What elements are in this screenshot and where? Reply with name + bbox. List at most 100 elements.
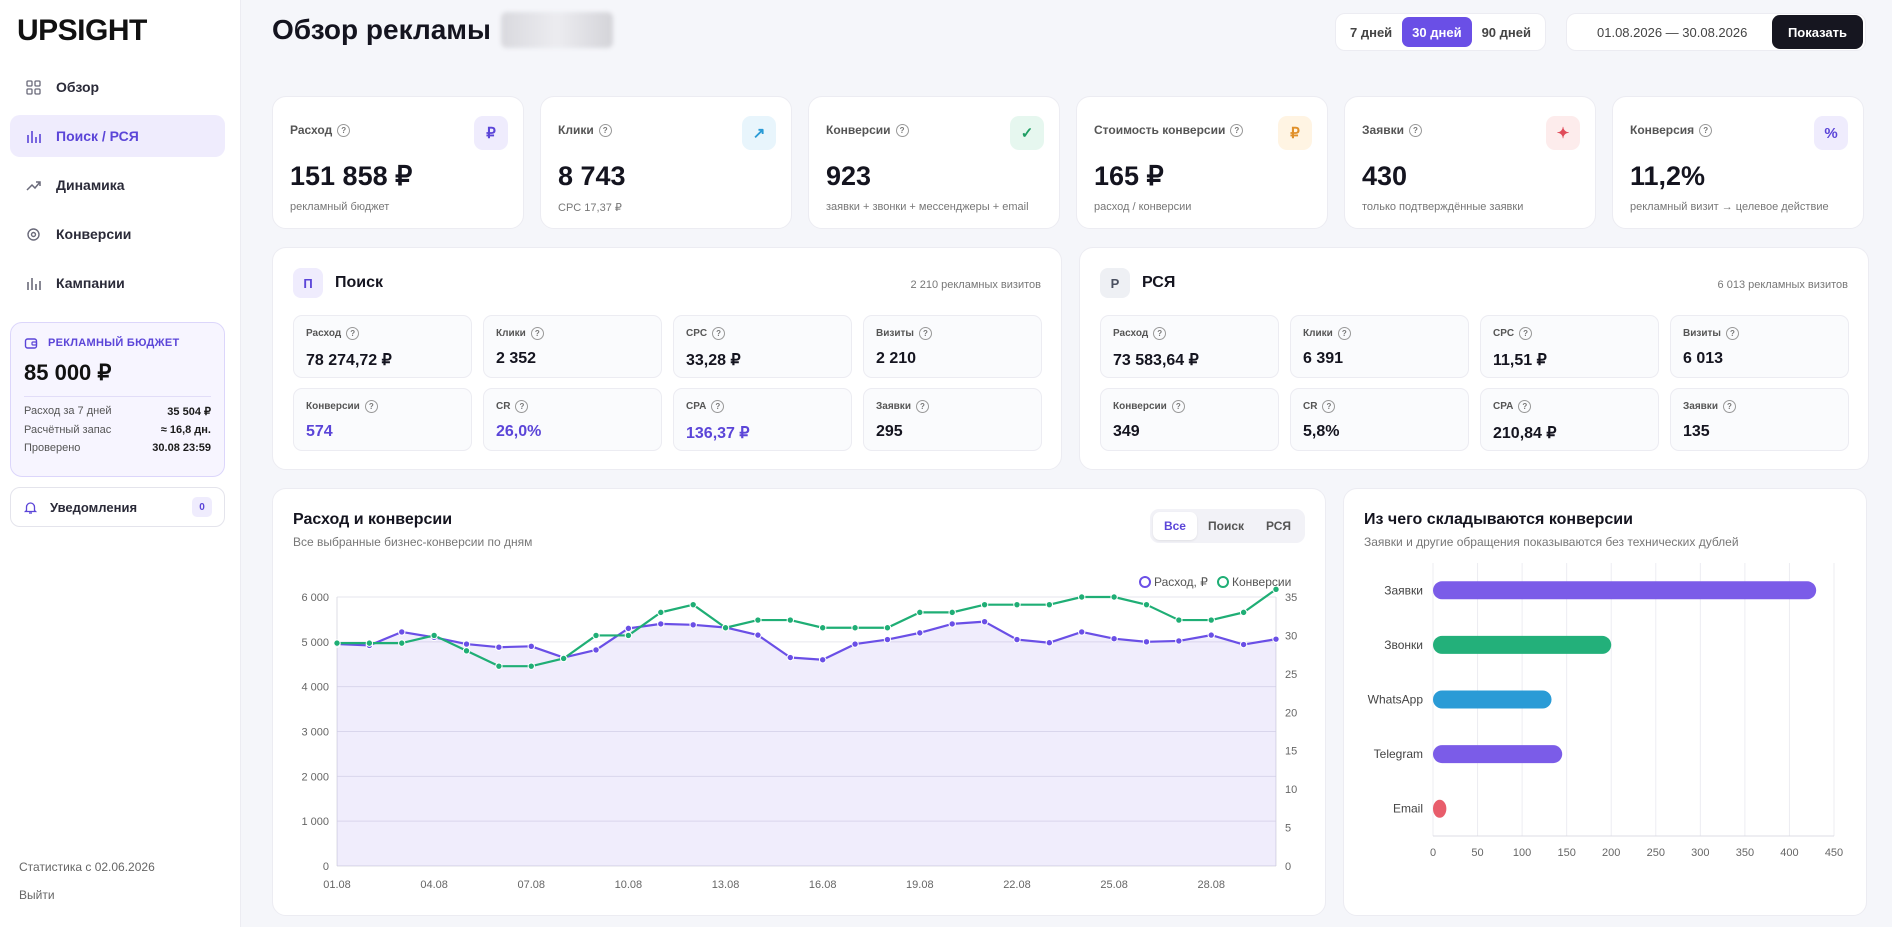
help-icon[interactable]: ? (1408, 123, 1422, 137)
help-icon[interactable]: ? (1153, 327, 1167, 340)
show-button[interactable]: Показать (1771, 15, 1863, 49)
sidebar-item[interactable]: Поиск / РСЯ (10, 115, 225, 157)
period-button[interactable]: 7 дней (1340, 17, 1402, 47)
data-point[interactable] (1239, 608, 1248, 617)
data-point[interactable] (462, 640, 471, 648)
data-point[interactable] (495, 643, 503, 651)
data-point[interactable] (1110, 634, 1118, 643)
data-point[interactable] (980, 617, 989, 626)
sidebar-item[interactable]: Конверсии (10, 213, 225, 255)
bar[interactable] (1433, 745, 1563, 764)
data-point[interactable] (786, 616, 795, 624)
help-icon[interactable]: ? (1230, 123, 1244, 137)
data-point[interactable] (430, 631, 438, 640)
data-point[interactable] (527, 662, 535, 670)
help-icon[interactable]: ? (915, 400, 929, 413)
help-icon[interactable]: ? (918, 327, 932, 340)
help-icon[interactable]: ? (337, 123, 351, 137)
bar[interactable] (1433, 799, 1447, 818)
filter-tab[interactable]: Поиск (1197, 512, 1255, 540)
help-icon[interactable]: ? (515, 400, 529, 413)
data-point[interactable] (851, 624, 859, 632)
data-point[interactable] (1175, 616, 1183, 624)
data-point[interactable] (1207, 616, 1215, 624)
bar[interactable] (1433, 690, 1552, 709)
data-point[interactable] (754, 631, 762, 639)
data-point[interactable] (657, 608, 665, 617)
data-point[interactable] (1045, 639, 1054, 647)
logout-link[interactable]: Выйти (19, 888, 55, 902)
data-point[interactable] (624, 624, 633, 633)
filter-tab[interactable]: РСЯ (1255, 512, 1302, 540)
data-point[interactable] (1045, 600, 1054, 609)
data-point[interactable] (851, 640, 859, 648)
data-point[interactable] (398, 628, 406, 636)
data-point[interactable] (916, 608, 924, 617)
help-icon[interactable]: ? (1722, 400, 1736, 413)
data-point[interactable] (1142, 638, 1151, 646)
data-point[interactable] (721, 624, 730, 632)
data-point[interactable] (883, 624, 892, 632)
data-point[interactable] (624, 631, 633, 640)
help-icon[interactable]: ? (711, 400, 725, 413)
data-point[interactable] (559, 654, 568, 663)
data-point[interactable] (365, 639, 374, 647)
data-point[interactable] (689, 600, 697, 609)
bar[interactable] (1433, 635, 1612, 654)
data-point[interactable] (916, 629, 924, 637)
sidebar-item[interactable]: Обзор (10, 66, 225, 108)
data-point[interactable] (657, 620, 665, 628)
data-point[interactable] (1272, 635, 1280, 643)
data-point[interactable] (527, 642, 535, 651)
sidebar-item[interactable]: Кампании (10, 262, 225, 304)
sidebar-item[interactable]: Динамика (10, 164, 225, 206)
help-icon[interactable]: ? (712, 327, 726, 340)
help-icon[interactable]: ? (530, 327, 544, 340)
brand-logo[interactable]: UPSIGHT (17, 14, 147, 47)
data-point[interactable] (948, 620, 956, 628)
date-range-text[interactable]: 01.08.2026 — 30.08.2026 (1597, 24, 1748, 40)
data-point[interactable] (1175, 637, 1183, 645)
help-icon[interactable]: ? (1519, 327, 1533, 340)
data-point[interactable] (980, 600, 989, 609)
data-point[interactable] (689, 621, 697, 629)
data-point[interactable] (592, 646, 600, 654)
data-point[interactable] (1078, 593, 1086, 601)
help-icon[interactable]: ? (1725, 327, 1739, 340)
data-point[interactable] (1013, 635, 1021, 644)
help-icon[interactable]: ? (1699, 123, 1713, 137)
x-tick-label: 16.08 (809, 879, 837, 891)
data-point[interactable] (462, 647, 471, 655)
help-icon[interactable]: ? (895, 123, 909, 137)
help-icon[interactable]: ? (1518, 400, 1532, 413)
data-point[interactable] (1013, 600, 1021, 609)
notifications-button[interactable]: Уведомления 0 (10, 487, 225, 527)
data-point[interactable] (1239, 640, 1248, 649)
data-point[interactable] (1272, 585, 1280, 594)
data-point[interactable] (818, 624, 827, 632)
data-point[interactable] (495, 662, 503, 670)
data-point[interactable] (1110, 593, 1118, 601)
help-icon[interactable]: ? (1322, 400, 1336, 413)
data-point[interactable] (592, 631, 600, 640)
data-point[interactable] (948, 608, 956, 617)
period-button[interactable]: 30 дней (1402, 17, 1472, 47)
data-point[interactable] (818, 656, 827, 664)
data-point[interactable] (1207, 631, 1215, 639)
help-icon[interactable]: ? (346, 327, 360, 340)
help-icon[interactable]: ? (1337, 327, 1351, 340)
data-point[interactable] (333, 639, 341, 647)
help-icon[interactable]: ? (364, 400, 378, 413)
data-point[interactable] (1142, 600, 1151, 609)
filter-tab[interactable]: Все (1152, 512, 1197, 540)
bar[interactable] (1433, 581, 1817, 600)
data-point[interactable] (754, 616, 762, 624)
help-icon[interactable]: ? (1171, 400, 1185, 413)
period-button[interactable]: 90 дней (1472, 17, 1541, 47)
data-point[interactable] (398, 639, 406, 647)
date-range-picker[interactable]: 01.08.2026 — 30.08.2026 Показать (1566, 13, 1866, 51)
help-icon[interactable]: ? (598, 123, 612, 137)
data-point[interactable] (786, 653, 795, 662)
data-point[interactable] (883, 635, 892, 644)
data-point[interactable] (1078, 628, 1086, 636)
